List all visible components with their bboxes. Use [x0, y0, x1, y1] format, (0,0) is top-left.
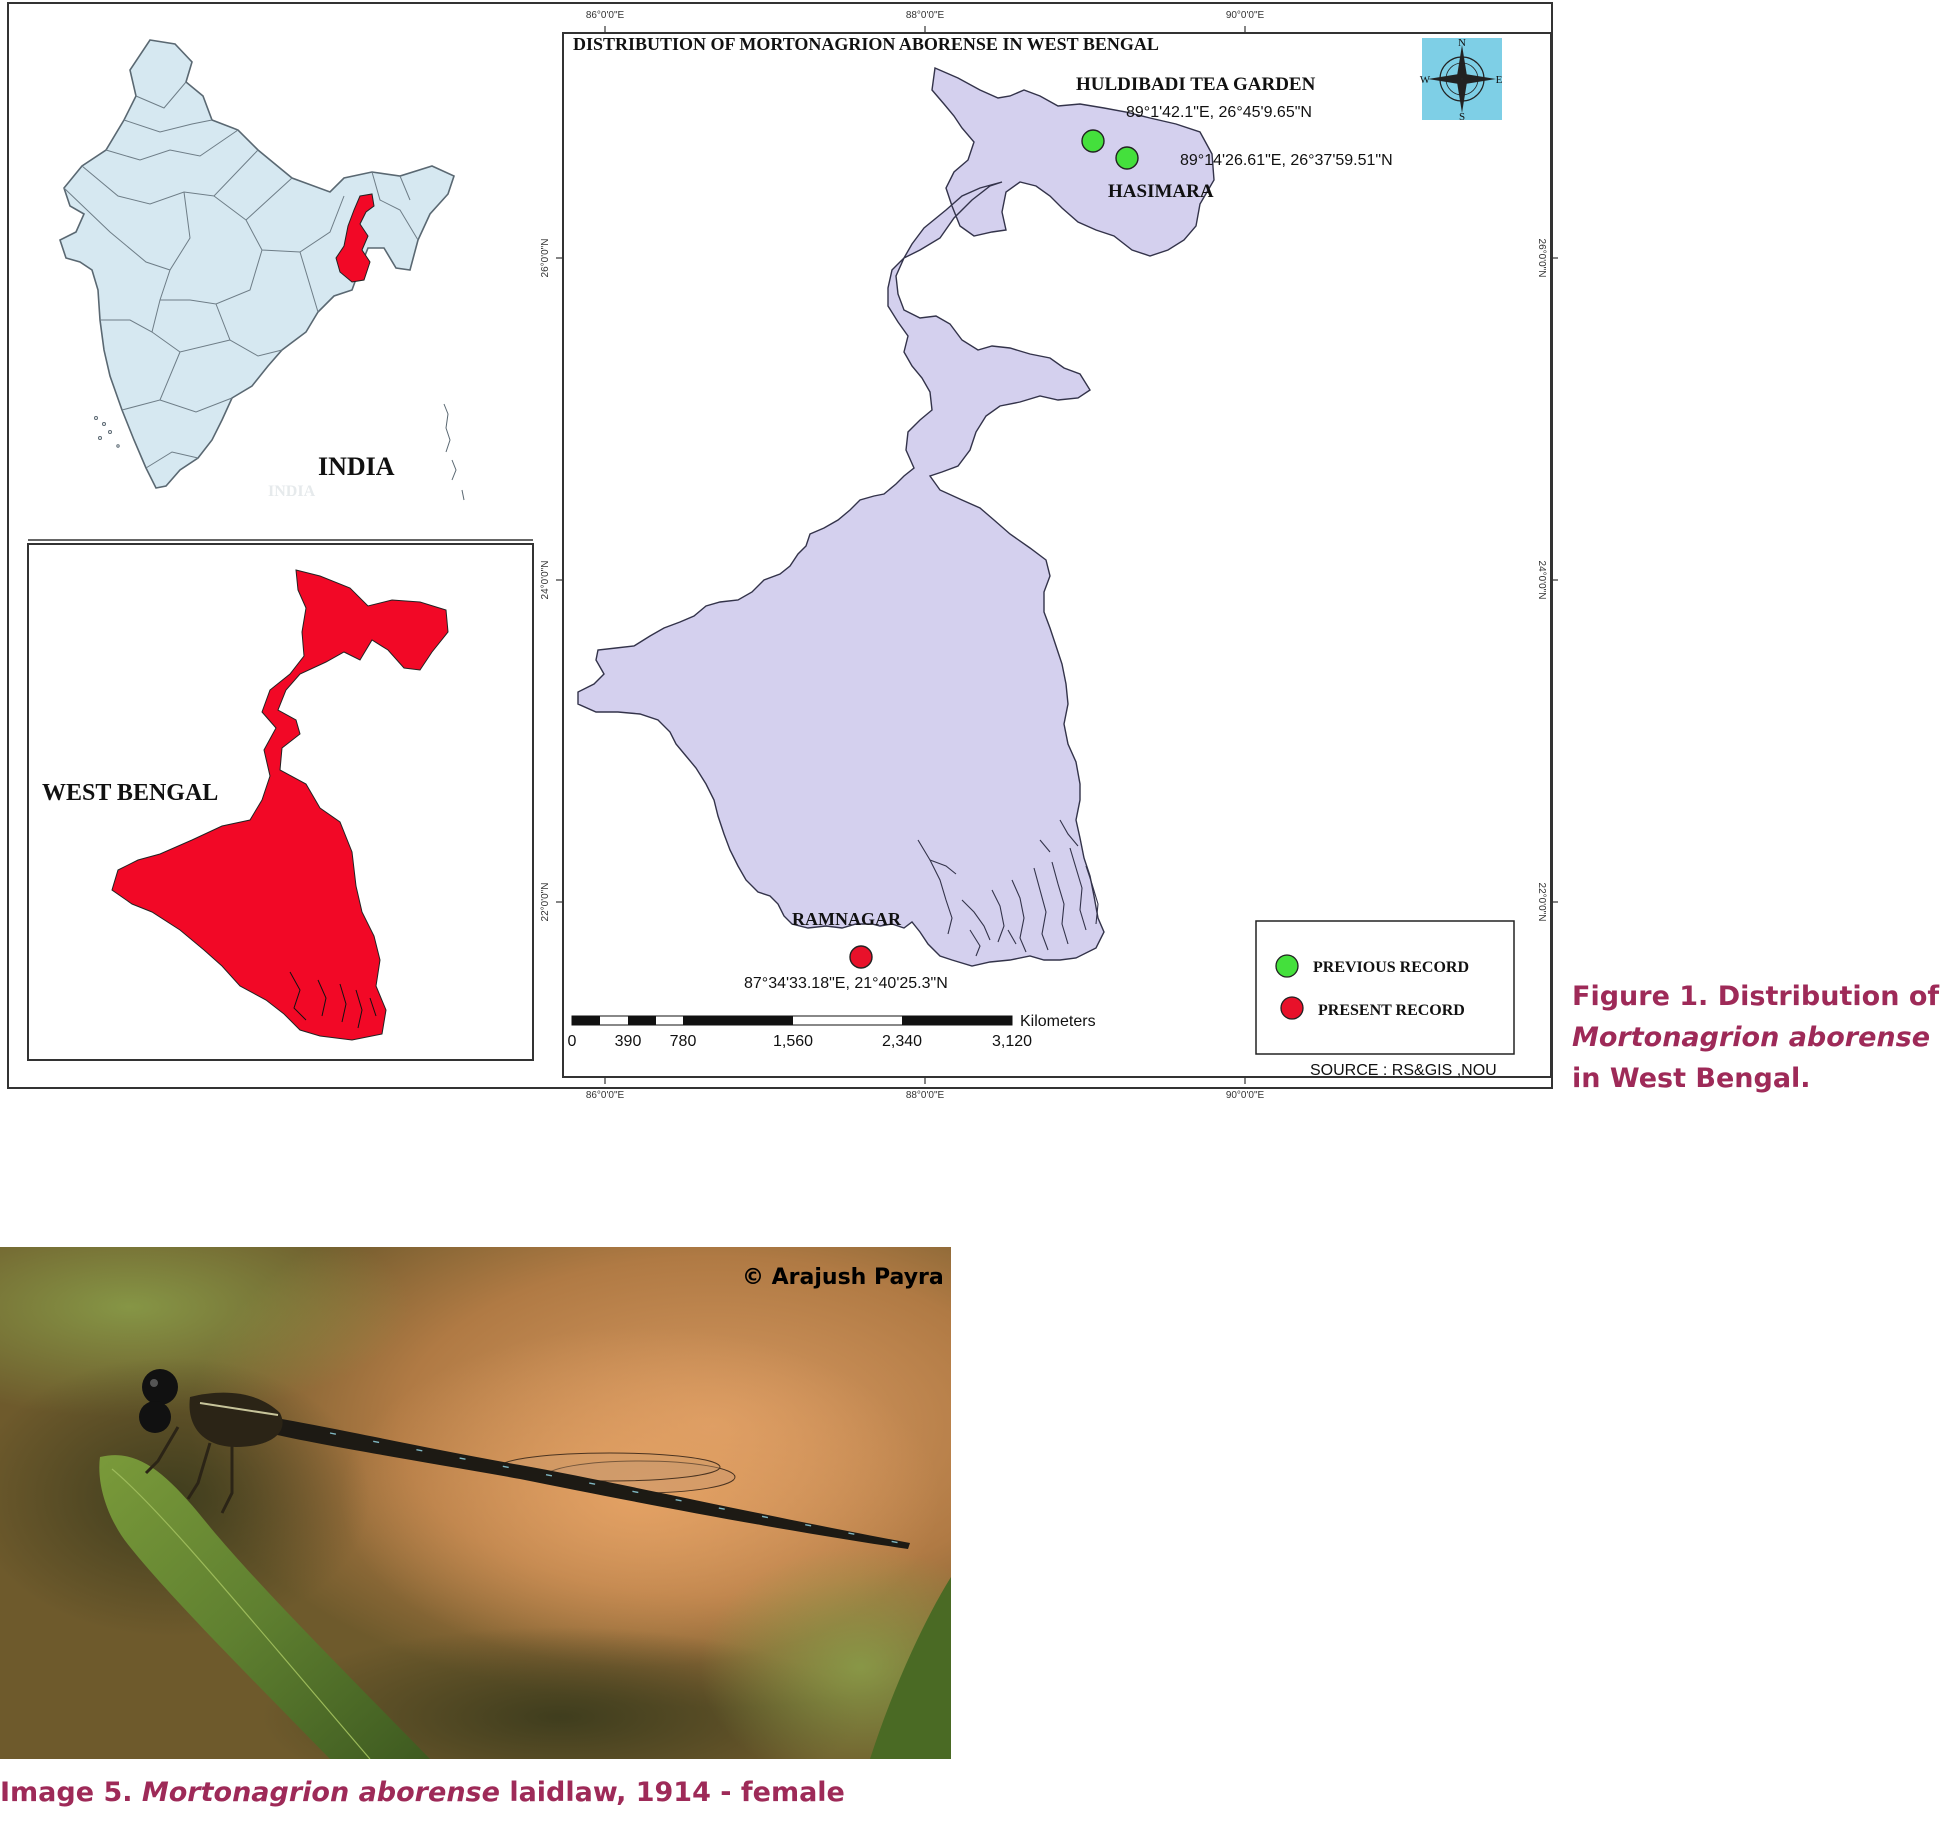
distribution-map-figure: INDIA INDIA WEST BENGAL 86°0'0"E 88°0'0"…	[7, 2, 1558, 1100]
image-caption-suffix: laidlaw, 1914 - female	[509, 1777, 845, 1808]
legend-present-swatch	[1280, 996, 1304, 1020]
damselfly	[139, 1369, 910, 1549]
graticule-lat-24-right: 24°0'0"N	[1536, 561, 1547, 600]
map-legend: PREVIOUS RECORD PRESENT RECORD	[1255, 920, 1515, 1055]
huldibadi-label: HULDIBADI TEA GARDEN	[1076, 74, 1316, 95]
marker-huldibadi-tea-garden	[1081, 129, 1105, 153]
map-title: DISTRIBUTION OF MORTONAGRION ABORENSE IN…	[573, 34, 1159, 54]
india-outline	[59, 39, 455, 489]
graticule-lat-22-right: 22°0'0"N	[1536, 883, 1547, 922]
graticule-lon-86-top: 86°0'0"E	[586, 10, 625, 21]
west-bengal-inset-shape	[111, 569, 449, 1041]
figure-caption-suffix: in West Bengal.	[1572, 1063, 1811, 1094]
scale-tick-0: 0	[568, 1033, 577, 1050]
graticule-lon-90-top: 90°0'0"E	[1226, 10, 1265, 21]
graticule-lon-90-bottom: 90°0'0"E	[1226, 1090, 1265, 1100]
compass-e: E	[1496, 74, 1503, 86]
graticule-lon-88-bottom: 88°0'0"E	[906, 1090, 945, 1100]
hasimara-label: HASIMARA	[1108, 181, 1214, 202]
map-source: SOURCE : RS&GIS ,NOU	[1310, 1062, 1497, 1079]
compass-s: S	[1459, 111, 1465, 123]
image-caption-species: Mortonagrion aborense	[141, 1777, 500, 1808]
india-inset: INDIA INDIA	[59, 39, 465, 501]
scale-tick-3120: 3,120	[992, 1033, 1032, 1050]
west-bengal-inset-label: WEST BENGAL	[42, 780, 218, 806]
svg-text:INDIA: INDIA	[268, 483, 316, 500]
marker-hasimara	[1115, 146, 1139, 170]
scale-tick-2340: 2,340	[882, 1033, 922, 1050]
graticule-lon-86-bottom: 86°0'0"E	[586, 1090, 625, 1100]
compass-n: N	[1458, 37, 1466, 49]
west-bengal-highlight	[335, 193, 375, 283]
image-caption: Image 5. Mortonagrion aborense laidlaw, …	[0, 1776, 845, 1810]
figure-caption: Figure 1. Distribution of Mortonagrion a…	[1572, 976, 1942, 1099]
figure-caption-species: Mortonagrion aborense	[1572, 1022, 1931, 1053]
graticule-lat-24-left: 24°0'0"N	[540, 561, 551, 600]
west-bengal-main-shape	[577, 66, 1215, 967]
damselfly-photo: © Arajush Payra	[0, 1247, 951, 1759]
sundarbans-creeks	[917, 819, 1099, 957]
graticule-lat-26-left: 26°0'0"N	[540, 239, 551, 278]
legend-present-label: PRESENT RECORD	[1318, 1002, 1465, 1019]
legend-previous-label: PREVIOUS RECORD	[1313, 959, 1469, 976]
grass-leaf	[99, 1455, 430, 1759]
north-arrow-compass: N S E W	[1420, 37, 1503, 123]
huldibadi-coord: 89°1'42.1"E, 26°45'9.65"N	[1126, 104, 1312, 121]
main-map-panel: 86°0'0"E 88°0'0"E 90°0'0"E 86°0'0"E 88°0…	[540, 10, 1558, 1100]
image-caption-prefix: Image 5.	[0, 1777, 133, 1808]
compass-w: W	[1420, 74, 1431, 86]
graticule-lon-88-top: 88°0'0"E	[906, 10, 945, 21]
graticule-lat-26-right: 26°0'0"N	[1536, 239, 1547, 278]
ramnagar-coord: 87°34'33.18"E, 21°40'25.3"N	[744, 975, 948, 992]
legend-previous-swatch	[1275, 954, 1299, 978]
scale-tick-390: 390	[615, 1033, 642, 1050]
india-label: INDIA	[318, 452, 395, 481]
graticule-lat-22-left: 22°0'0"N	[540, 883, 551, 922]
scale-tick-780: 780	[670, 1033, 697, 1050]
figure-caption-prefix: Figure 1. Distribution of	[1572, 981, 1940, 1012]
ramnagar-label: RAMNAGAR	[792, 909, 902, 929]
marker-ramnagar	[849, 945, 873, 969]
scale-tick-1560: 1,560	[773, 1033, 813, 1050]
scale-unit: Kilometers	[1020, 1013, 1096, 1030]
scale-bar: Kilometers 0 390 780 1,560 2,340 3,120	[568, 1013, 1096, 1050]
hasimara-coord: 89°14'26.61"E, 26°37'59.51"N	[1180, 152, 1393, 169]
photo-credit: © Arajush Payra	[742, 1265, 944, 1290]
